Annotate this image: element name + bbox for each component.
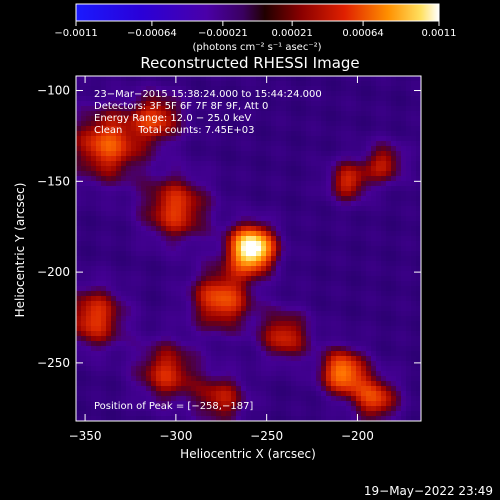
y-tick-label: −150 <box>37 174 70 188</box>
colorbar-tick-label: 0.0011 <box>422 28 457 39</box>
annotation-time-range: 23−Mar−2015 15:38:24.000 to 15:44:24.000 <box>94 89 322 100</box>
y-axis-label: Heliocentric Y (arcsec) <box>13 183 27 318</box>
peak-position-label: Position of Peak = [−258,−187] <box>94 401 253 412</box>
colorbar-tick-label: −0.00064 <box>127 28 177 39</box>
colorbar-tick-label: −0.00021 <box>198 28 248 39</box>
annotation-energy-range: Energy Range: 12.0 − 25.0 keV <box>94 113 251 124</box>
y-tick-label: −100 <box>37 84 70 98</box>
x-tick-label: −250 <box>250 429 283 443</box>
plot-frame <box>75 75 422 422</box>
x-tick-label: −350 <box>69 429 102 443</box>
colorbar-ticks: −0.0011 −0.00064 −0.00021 0.00021 0.00064 0.0… <box>54 21 457 39</box>
colorbar-tick-label: 0.00064 <box>342 28 383 39</box>
colorbar-tick-label: 0.00021 <box>271 28 312 39</box>
x-tick-label: −200 <box>341 429 374 443</box>
colorbar-unit-label: (photons cm⁻² s⁻¹ asec⁻²) <box>192 42 321 53</box>
x-axis-label: Heliocentric X (arcsec) <box>180 447 316 461</box>
heatmap-image <box>76 76 421 421</box>
y-tick-label: −250 <box>37 356 70 370</box>
colorbar-tick-label: −0.0011 <box>54 28 97 39</box>
y-tick-label: −200 <box>37 265 70 279</box>
annotation-detectors: Detectors: 3F 5F 6F 7F 8F 9F, Att 0 <box>94 101 268 112</box>
colorbar <box>75 3 440 22</box>
annotation-clean-counts: Clean Total counts: 7.45E+03 <box>94 125 254 136</box>
chart-title: Reconstructed RHESSI Image <box>140 54 359 72</box>
axis-ticks: −350 −300 −250 −200 −100 −150 −200 −250 <box>37 76 421 443</box>
x-tick-label: −300 <box>159 429 192 443</box>
timestamp: 19−May−2022 23:49 <box>364 484 493 498</box>
